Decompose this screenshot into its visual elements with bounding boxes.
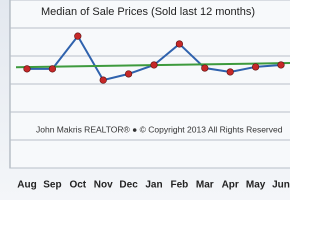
- x-tick-label: Oct: [69, 180, 86, 191]
- data-point: [48, 65, 57, 73]
- data-point: [23, 65, 31, 73]
- data-point: [175, 40, 183, 48]
- data-point: [150, 61, 158, 69]
- x-tick-label: Nov: [94, 180, 113, 191]
- x-tick-label: Apr: [222, 180, 239, 191]
- annotation: John Makris REALTOR® ● © Copyright 2013 …: [36, 124, 283, 134]
- x-tick-label: Jun: [272, 180, 290, 191]
- data-point: [277, 61, 285, 69]
- chart-title: Median of Sale Prices (Sold last 12 mont…: [41, 6, 255, 18]
- x-tick-label: May: [246, 180, 266, 191]
- x-tick-label: Feb: [171, 180, 189, 191]
- data-point: [125, 70, 133, 78]
- data-point: [99, 76, 107, 84]
- x-tick-label: Mar: [196, 180, 214, 191]
- data-point: [74, 32, 82, 40]
- chart: Median of Sale Prices (Sold last 12 mont…: [0, 0, 290, 200]
- data-point: [252, 63, 260, 71]
- x-tick-label: Dec: [119, 180, 138, 191]
- data-point: [226, 68, 234, 76]
- x-tick-label: Sep: [43, 180, 61, 191]
- x-tick-label: Jan: [145, 180, 162, 191]
- data-point: [201, 64, 209, 72]
- x-tick-label: Aug: [17, 180, 36, 191]
